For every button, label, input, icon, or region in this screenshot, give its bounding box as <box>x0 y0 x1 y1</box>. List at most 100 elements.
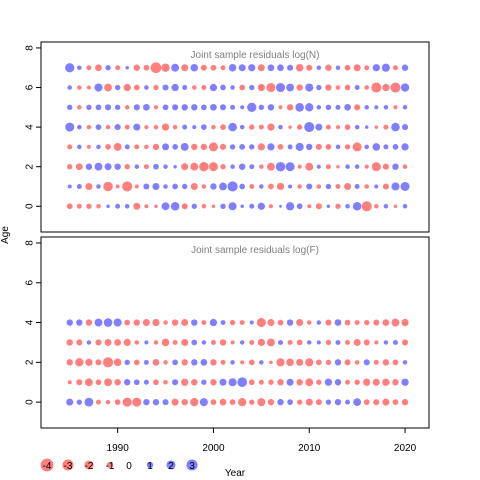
residual-bubble <box>171 83 179 92</box>
residual-bubble <box>172 183 178 190</box>
residual-bubble <box>219 398 227 406</box>
residual-bubble <box>279 204 282 208</box>
panel-log-n-y-axis: 0 2 4 6 8 <box>25 45 41 209</box>
y-tick-label: 6 <box>25 280 36 286</box>
residual-bubble <box>354 360 360 365</box>
residual-bubble <box>364 144 369 150</box>
residual-bubble <box>372 378 380 386</box>
residual-bubble <box>143 103 150 111</box>
legend-label: -3 <box>64 461 73 472</box>
residual-bubble <box>191 203 197 209</box>
residual-bubble <box>192 85 197 90</box>
residual-bubble <box>95 64 102 72</box>
residual-bubble <box>181 203 188 210</box>
residual-bubble <box>335 144 341 150</box>
residual-bubble <box>238 163 246 170</box>
legend-bubble <box>62 459 74 471</box>
residual-bubble <box>220 65 226 71</box>
residual-bubble <box>277 319 284 326</box>
residual-bubble <box>352 201 362 211</box>
residual-bubble <box>381 63 390 72</box>
residual-bubble <box>76 184 82 189</box>
residual-bubble <box>345 164 350 169</box>
residual-bubble <box>239 320 245 326</box>
residual-bubble <box>336 164 340 169</box>
residual-bubble <box>67 184 72 189</box>
residual-bubble <box>96 399 101 405</box>
residual-bubble <box>86 203 92 209</box>
residual-bubble <box>257 64 265 72</box>
residual-bubble <box>133 359 140 366</box>
residual-bubble <box>228 202 237 211</box>
legend-label: 1 <box>147 461 153 472</box>
residual-bubble <box>153 340 159 345</box>
residual-bubble <box>95 359 102 366</box>
residual-bubble <box>354 379 360 385</box>
residual-bubble <box>258 379 264 385</box>
residual-bubble <box>344 182 352 190</box>
residual-bubble <box>285 162 295 172</box>
residual-bubble <box>374 125 379 129</box>
x-tick-label: 2020 <box>394 443 417 454</box>
panel-log-f: Joint sample residuals log(F) 0 2 4 6 8 1990… <box>25 236 430 454</box>
residual-bubble <box>278 105 283 110</box>
residual-bubble <box>199 398 208 407</box>
residual-bubble <box>113 142 122 151</box>
residual-bubble <box>267 104 275 111</box>
residual-bubble <box>390 82 401 93</box>
residual-bubble <box>344 124 351 130</box>
residual-bubble <box>84 397 94 407</box>
residual-bubble <box>190 162 199 171</box>
residual-bubble <box>382 319 390 326</box>
residual-bubble <box>154 204 158 209</box>
residual-bubble <box>286 83 295 92</box>
residual-bubble <box>163 184 168 189</box>
residual-bubble <box>106 204 110 209</box>
residual-bubble <box>237 377 248 388</box>
residual-bubble <box>124 204 130 209</box>
residual-bubble <box>401 64 409 71</box>
residual-bubble <box>353 398 362 407</box>
y-tick-label: 2 <box>25 359 36 365</box>
residual-bubble <box>163 360 168 365</box>
residual-bubble <box>153 84 159 91</box>
residual-bubble <box>105 399 111 405</box>
residual-bubble <box>115 65 121 71</box>
residual-bubble <box>258 124 264 130</box>
residual-bubble <box>104 378 112 387</box>
residual-bubble <box>239 84 246 91</box>
residual-bubble <box>335 125 341 130</box>
residual-bubble <box>191 379 198 386</box>
residual-bubble <box>267 398 275 406</box>
residual-bubble <box>392 399 399 406</box>
residual-bubble <box>402 360 408 365</box>
residual-bubble <box>249 184 255 189</box>
residual-bubble <box>374 184 379 189</box>
residual-bubble <box>210 379 217 386</box>
residual-bubble <box>200 64 207 71</box>
residual-bubble <box>66 319 73 326</box>
residual-bubble <box>383 105 389 110</box>
residual-bubble <box>315 359 322 366</box>
residual-bubble <box>94 162 103 171</box>
residual-bubble <box>352 142 362 152</box>
residual-bubble <box>94 318 103 327</box>
residual-bubble <box>220 124 226 130</box>
residual-bubble <box>162 143 170 151</box>
residual-bubble <box>364 85 369 90</box>
residual-bubble <box>161 338 170 347</box>
residual-bubble <box>305 398 313 406</box>
residual-bubble <box>124 379 131 386</box>
residual-bubble <box>400 181 410 192</box>
residual-bubble <box>134 340 140 345</box>
residual-bubble <box>287 339 293 345</box>
residual-bubble <box>124 319 131 326</box>
residual-bubble <box>133 64 140 71</box>
residual-bubble <box>191 319 198 326</box>
residual-bubble <box>249 124 255 130</box>
residual-bubble <box>85 319 93 326</box>
residual-bubble <box>257 83 265 92</box>
residual-bubble <box>401 318 409 327</box>
residual-bubble <box>361 201 372 212</box>
residual-bubble <box>143 64 150 71</box>
